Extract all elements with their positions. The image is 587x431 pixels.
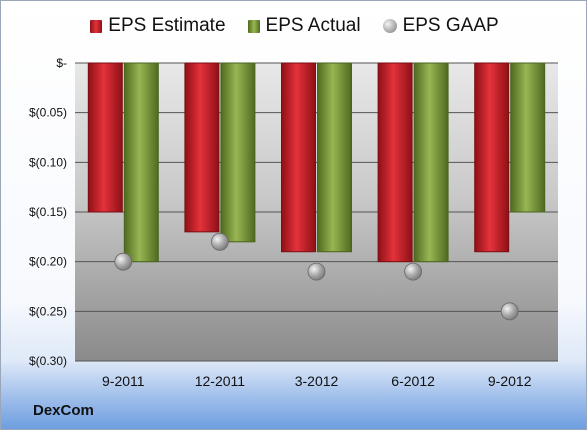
legend-swatch-eps-actual: [247, 19, 260, 33]
bar-eps-estimate: [474, 62, 510, 253]
bar-eps-actual: [510, 62, 546, 213]
bar-eps-estimate: [377, 62, 413, 263]
legend-label-eps-actual: EPS Actual: [265, 15, 361, 36]
y-tick-label: $(0.10): [29, 155, 67, 169]
bar-eps-estimate: [184, 62, 220, 233]
legend-label-eps-estimate: EPS Estimate: [108, 15, 226, 36]
x-tick-label: 6-2012: [391, 373, 435, 389]
x-tick-label: 9-2012: [488, 373, 532, 389]
legend-label-eps-gaap: EPS GAAP: [402, 15, 499, 36]
y-tick-label: $(0.05): [29, 106, 67, 120]
bar-eps-estimate: [281, 62, 316, 253]
y-tick-label: $(0.30): [29, 354, 67, 368]
x-tick-label: 3-2012: [295, 373, 339, 389]
point-eps-gaap: [114, 252, 133, 271]
point-eps-gaap: [307, 262, 326, 281]
point-eps-gaap: [210, 232, 229, 251]
legend-swatch-eps-estimate: [90, 19, 103, 33]
bar-eps-actual: [413, 62, 449, 263]
y-tick-label: $-: [56, 56, 67, 70]
bar-eps-actual: [123, 62, 159, 263]
bar-eps-actual: [220, 62, 256, 243]
bar-eps-estimate: [87, 62, 123, 213]
x-tick-label: 9-2011: [102, 373, 145, 389]
chart-legend: EPS Estimate EPS Actual EPS GAAP: [1, 15, 587, 37]
company-name: DexCom: [33, 402, 94, 419]
legend-marker-eps-gaap: [382, 19, 397, 33]
legend-item-eps-actual: EPS Actual: [247, 15, 361, 37]
y-tick-label: $(0.20): [29, 255, 67, 269]
y-tick-label: $(0.15): [29, 205, 67, 219]
point-eps-gaap: [404, 262, 423, 281]
point-eps-gaap: [500, 302, 519, 321]
y-tick-label: $(0.25): [29, 304, 67, 318]
bar-eps-actual: [317, 62, 352, 253]
legend-item-eps-gaap: EPS GAAP: [382, 15, 499, 37]
x-tick-label: 12-2011: [195, 373, 246, 389]
legend-item-eps-estimate: EPS Estimate: [90, 15, 226, 37]
